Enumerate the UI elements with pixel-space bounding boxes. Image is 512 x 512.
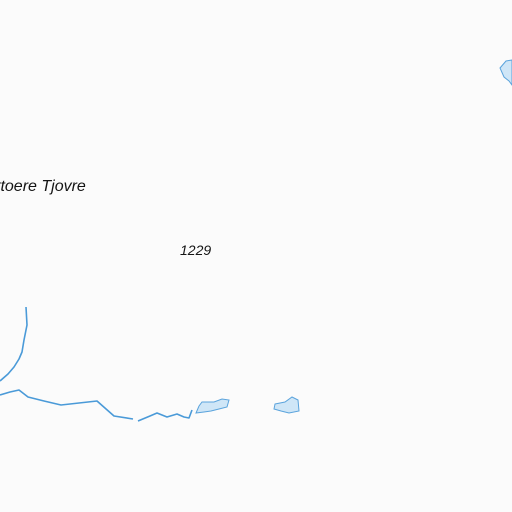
lake-small-west xyxy=(195,398,230,414)
place-name-label: ttoere Tjovre xyxy=(0,178,86,195)
lake-northeast xyxy=(499,59,512,86)
lake-small-east xyxy=(273,396,300,414)
stream-upper xyxy=(0,306,28,382)
elevation-label: 1229 xyxy=(180,242,212,258)
stream-lower-east xyxy=(137,409,193,422)
stream-lower xyxy=(0,389,134,420)
